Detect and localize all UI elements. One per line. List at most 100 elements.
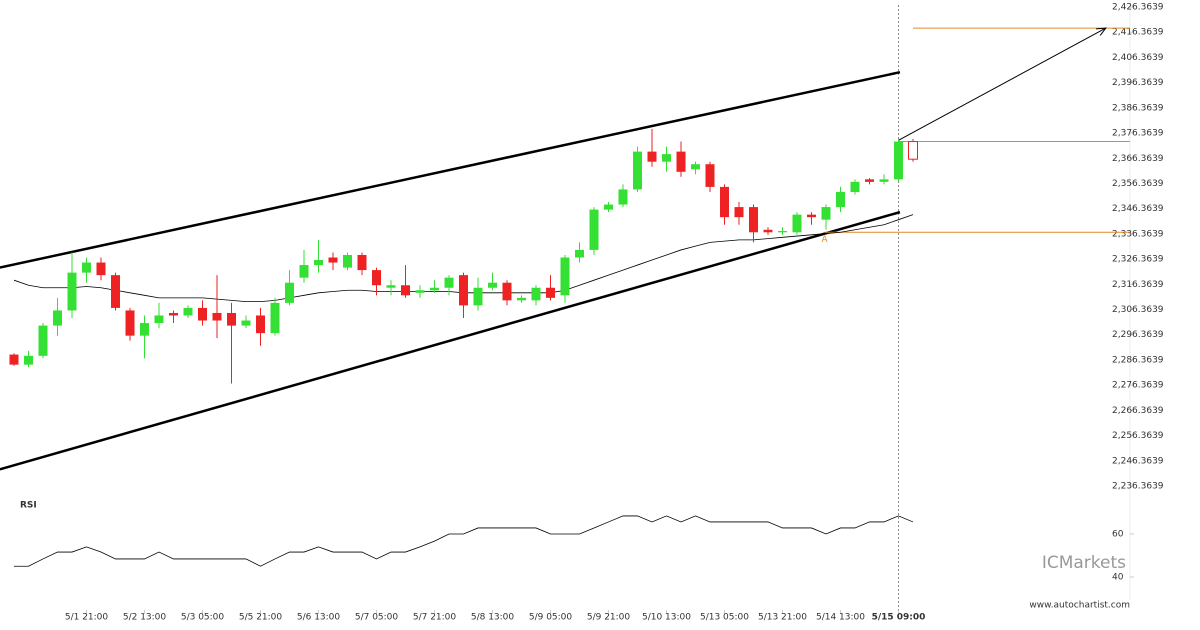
candle-body	[430, 287, 439, 291]
y-tick-label: 2,426.3639	[1112, 3, 1164, 13]
candle-body	[169, 312, 178, 316]
y-tick-label: 2,246.3639	[1112, 456, 1164, 466]
candle-body	[67, 272, 77, 311]
candle-body	[256, 315, 265, 334]
candle-body	[459, 275, 468, 306]
candle-body	[604, 204, 613, 210]
x-tick-label: 5/5 21:00	[239, 613, 283, 623]
candle-body	[720, 186, 729, 218]
candle-body	[401, 285, 410, 296]
candle-body	[908, 141, 918, 160]
y-tick-label: 2,306.3639	[1112, 305, 1164, 315]
candle-body	[792, 214, 802, 233]
candle-body	[821, 207, 831, 220]
candle-body	[9, 354, 19, 365]
candle-body	[125, 310, 135, 336]
candle-body	[691, 164, 700, 170]
candle-body	[299, 265, 309, 278]
candle-body	[386, 285, 396, 288]
candle-body	[24, 355, 33, 365]
x-tick-label: 5/2 13:00	[123, 613, 167, 623]
candle-body	[227, 312, 236, 326]
x-tick-label: 5/10 13:00	[642, 613, 691, 623]
x-tick-label: 5/3 05:00	[181, 613, 225, 623]
channel-upper	[0, 70, 901, 269]
candle-body	[96, 262, 106, 276]
candle-body	[647, 151, 657, 162]
candle-body	[836, 191, 845, 208]
y-tick-label: 2,406.3639	[1112, 53, 1164, 63]
candle-body	[285, 282, 294, 303]
y-tick-label: 2,276.3639	[1112, 381, 1164, 391]
y-tick-label: 2,416.3639	[1112, 28, 1164, 38]
candle-body	[575, 249, 584, 258]
candle-body	[546, 287, 555, 298]
candle-body	[198, 307, 207, 321]
channel-lower	[0, 210, 901, 471]
x-tick-label: 5/13 21:00	[758, 613, 807, 623]
candle-body	[705, 164, 715, 187]
source: www.autochartist.com	[1029, 601, 1130, 611]
x-tick-label: 5/9 05:00	[529, 613, 573, 623]
candle-body	[328, 257, 338, 263]
x-tick-label: 5/9 21:00	[587, 613, 631, 623]
candle-body	[140, 323, 149, 336]
y-tick-label: 2,356.3639	[1112, 179, 1164, 189]
pattern-label: A	[821, 235, 828, 245]
x-tick-label: 5/7 05:00	[355, 613, 399, 623]
candle-body	[212, 312, 222, 321]
x-tick-label: 5/6 13:00	[297, 613, 341, 623]
candle-body	[850, 181, 860, 192]
candle-body	[415, 290, 425, 293]
candle-body	[270, 302, 280, 334]
x-tick-label: 5/8 13:00	[471, 613, 515, 623]
y-tick-label: 2,386.3639	[1112, 103, 1164, 113]
candle-body	[314, 260, 323, 266]
candle-body	[865, 179, 874, 182]
x-tick-label: 5/15 09:00	[872, 613, 926, 623]
candle-body	[763, 229, 773, 233]
y-tick-label: 2,256.3639	[1112, 431, 1164, 441]
y-tick-label: 2,236.3639	[1112, 481, 1164, 491]
candle-body	[444, 277, 454, 288]
candle-body	[357, 254, 367, 271]
rsi-line	[14, 515, 914, 567]
candle-body	[531, 287, 541, 301]
candle-body	[676, 151, 686, 172]
candle-body	[589, 209, 599, 250]
candle-body	[778, 231, 787, 233]
candle-body	[618, 189, 628, 205]
y-tick-label: 2,346.3639	[1112, 204, 1164, 214]
candle-body	[111, 275, 120, 308]
candle-body	[488, 282, 497, 288]
candle-body	[82, 262, 91, 273]
y-tick-label: 2,286.3639	[1112, 355, 1164, 365]
candle-body	[662, 154, 671, 162]
y-tick-label: 2,266.3639	[1112, 406, 1164, 416]
x-tick-label: 5/7 21:00	[413, 613, 457, 623]
candle-body	[879, 179, 889, 182]
candle-body	[241, 320, 251, 326]
x-tick-label: 5/13 05:00	[700, 613, 749, 623]
candle-body	[894, 141, 903, 180]
y-tick-label: 2,396.3639	[1112, 78, 1164, 88]
candle-body	[517, 297, 526, 301]
y-tick-label: 2,366.3639	[1112, 154, 1164, 164]
y-tick-label: 2,376.3639	[1112, 129, 1164, 139]
rsi-title: RSI	[20, 501, 37, 511]
y-tick-label: 2,296.3639	[1112, 330, 1164, 340]
x-tick-label: 5/1 21:00	[65, 613, 109, 623]
candle-body	[372, 270, 381, 286]
candle-body	[343, 254, 352, 268]
y-tick-label: 2,316.3639	[1112, 280, 1164, 290]
candle-body	[560, 257, 570, 296]
candle-body	[473, 287, 483, 306]
candle-body	[38, 325, 48, 356]
candle-body	[154, 315, 164, 324]
y-tick-label: 2,336.3639	[1112, 229, 1164, 239]
forecast-arrow	[898, 28, 1106, 141]
x-tick-label: 5/14 13:00	[816, 613, 865, 623]
candle-body	[502, 282, 512, 301]
